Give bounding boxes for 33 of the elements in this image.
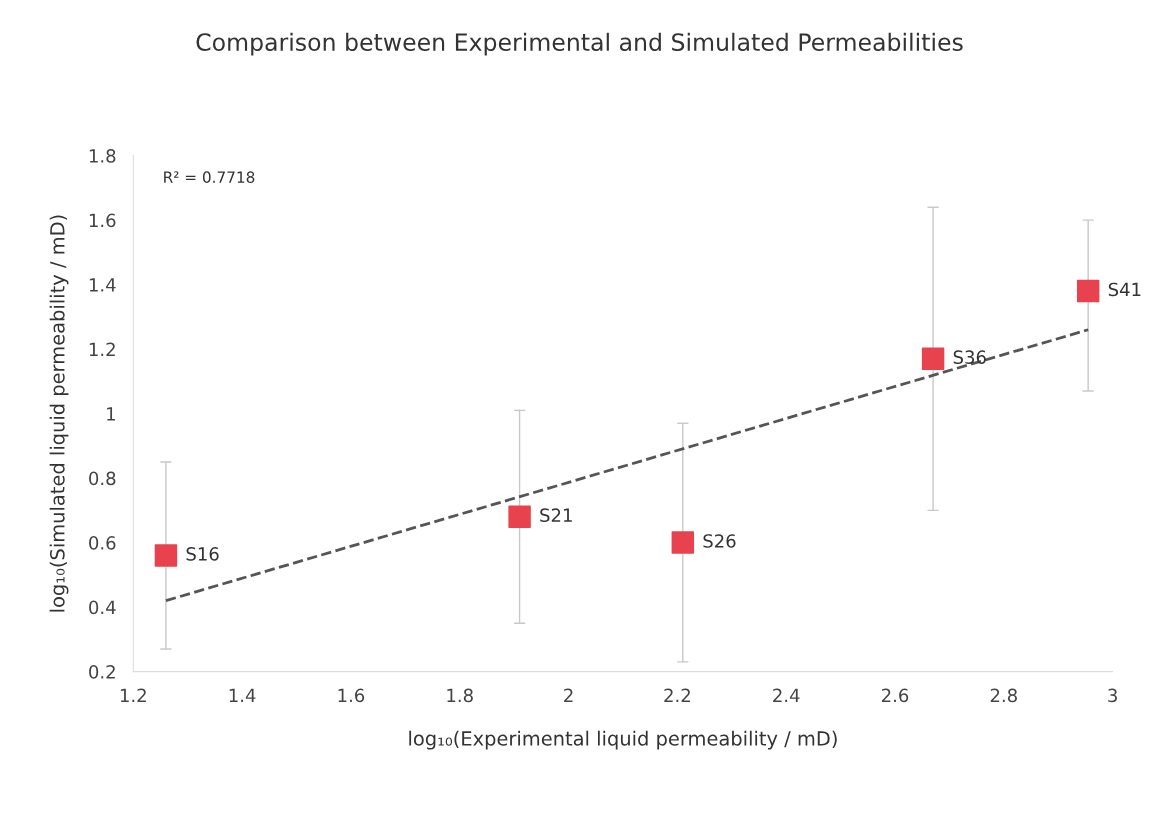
x-tick-label: 2.4 — [773, 688, 800, 702]
point — [671, 531, 695, 554]
y-tick-label: 1.4 — [89, 278, 116, 292]
annotation: S21 — [540, 508, 572, 523]
y-tick-label: 0.6 — [89, 536, 116, 550]
y-tick-label: 1.2 — [89, 342, 115, 356]
x-tick-label: 1.8 — [447, 688, 473, 703]
y-tick-label: 0.2 — [89, 665, 115, 679]
y-axis-title: log₁₀(Simulated liquid permeability / mD) — [49, 215, 69, 612]
point — [508, 505, 531, 529]
x-tick-label: 2.6 — [881, 688, 909, 703]
point — [154, 544, 178, 567]
annotation: S16 — [186, 547, 219, 561]
annotation: S26 — [703, 534, 736, 548]
y-tick-label: 0.4 — [89, 600, 116, 615]
x-tick-label: 1.2 — [120, 688, 146, 702]
chart-title: Comparison between Experimental and Simulated Permeabilities — [196, 32, 963, 56]
x-tick-label: 1.4 — [229, 688, 256, 702]
y-tick-label: 1.8 — [89, 149, 116, 163]
y-tick-label: 0.8 — [89, 471, 116, 486]
x-axis-title: log₁₀(Experimental liquid permeability / mD) — [409, 730, 837, 750]
point — [1076, 279, 1100, 303]
x-tick-label: 3 — [1108, 688, 1117, 703]
x-tick-label: 1.6 — [338, 688, 365, 703]
x-tick-label: 2 — [564, 688, 573, 702]
y-tick-label: 1.6 — [89, 213, 116, 228]
annotation: S36 — [953, 350, 986, 365]
annotation: R² = 0.7718 — [164, 171, 255, 183]
x-tick-label: 2.2 — [664, 688, 690, 702]
x-tick-label: 2.8 — [990, 688, 1017, 703]
y-tick-label: 1 — [107, 407, 115, 421]
annotation: S41 — [1108, 282, 1141, 297]
point — [921, 347, 945, 371]
